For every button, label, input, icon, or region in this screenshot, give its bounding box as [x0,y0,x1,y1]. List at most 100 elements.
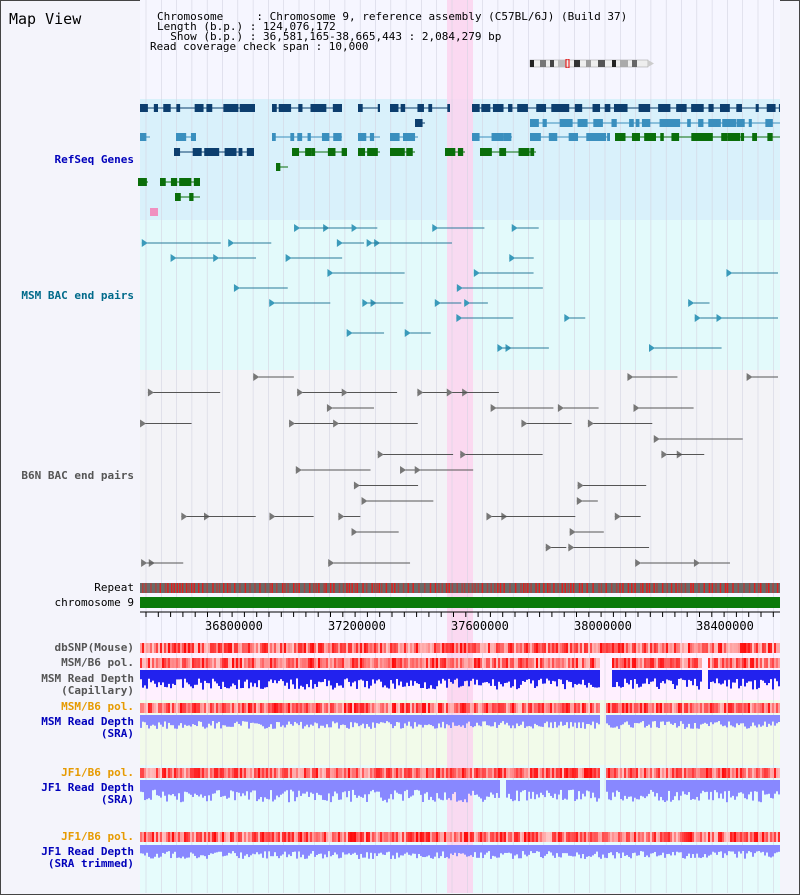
read-depth-bar [224,780,226,796]
read-depth-bar [260,715,262,725]
b6n-bac-end-pairs-label[interactable]: B6N BAC end pairs [21,469,134,482]
jf1-b6-pol-label-1[interactable]: JF1/B6 pol. [61,766,134,779]
gene-exon [615,133,626,141]
polymorphism-cell [756,658,758,668]
polymorphism-cell [552,658,554,668]
read-depth-bar [350,715,352,723]
repeat-element [726,583,729,593]
polymorphism-cell [438,703,440,713]
polymorphism-cell [142,658,144,668]
msm-b6-pol-label-2[interactable]: MSM/B6 pol. [61,700,134,713]
polymorphism-cell [244,768,246,778]
jf1-read-depth-sra-label[interactable]: JF1 Read Depth (SRA) [41,781,134,806]
chromosome-ideogram[interactable] [528,53,655,69]
polymorphism-cell [692,703,694,713]
read-depth-bar [596,780,598,802]
read-depth-bar [768,670,770,684]
refseq-genes-label[interactable]: RefSeq Genes [54,153,134,166]
b6n-bac-end [661,450,668,459]
read-depth-bar [360,715,362,726]
polymorphism-cell [154,643,156,653]
dbsnp-label[interactable]: dbSNP(Mouse) [54,641,134,654]
read-depth-bar [414,715,416,723]
polymorphism-cell [318,832,320,842]
polymorphism-cell [420,768,422,778]
read-depth-bar [468,715,470,722]
read-depth-bar [374,670,376,684]
polymorphism-cell [574,768,576,778]
msm-read-depth-capillary-label[interactable]: MSM Read Depth (Capillary) [41,672,134,697]
polymorphism-cell [586,703,588,713]
polymorphism-cell [394,643,396,653]
polymorphism-cell [620,832,622,842]
read-depth-bar [668,845,670,854]
read-depth-bar [666,670,668,680]
polymorphism-cell [162,658,164,668]
read-depth-bar [538,670,540,681]
polymorphism-cell [310,768,312,778]
read-depth-bar [364,670,366,688]
polymorphism-cell [638,658,640,668]
polymorphism-cell [498,832,500,842]
polymorphism-cell [688,703,690,713]
polymorphism-cell [540,832,542,842]
jf1-read-depth-trimmed-label[interactable]: JF1 Read Depth (SRA trimmed) [41,845,134,870]
read-depth-bar [582,780,584,794]
polymorphism-cell [768,768,770,778]
polymorphism-cell [172,643,174,653]
repeat-element [490,583,492,593]
polymorphism-cell [582,658,584,668]
msm-b6-pol-label-1[interactable]: MSM/B6 pol. [61,656,134,669]
polymorphism-cell [728,643,730,653]
polymorphism-cell [670,643,672,653]
read-depth-bar [462,715,464,726]
polymorphism-cell [486,768,488,778]
repeat-element [631,583,633,593]
read-depth-bar [226,780,228,799]
read-depth-bar [334,670,336,688]
polymorphism-cell [226,832,228,842]
read-depth-bar [186,845,188,858]
polymorphism-cell [198,658,200,668]
polymorphism-cell [456,703,458,713]
polymorphism-cell [426,768,428,778]
read-depth-bar [660,845,662,856]
repeat-element [680,583,683,593]
polymorphism-cell [506,832,508,842]
read-depth-bar [568,715,570,729]
polymorphism-cell [482,768,484,778]
polymorphism-cell [638,703,640,713]
read-depth-bar [660,715,662,722]
read-depth-bar [580,845,582,859]
read-depth-bar [188,845,190,858]
read-depth-bar [442,780,444,801]
read-depth-bar [264,780,266,798]
read-depth-bar [596,670,598,688]
polymorphism-cell [640,768,642,778]
jf1-b6-pol-label-2[interactable]: JF1/B6 pol. [61,830,134,843]
read-depth-bar [770,780,772,798]
read-depth-bar [170,715,172,726]
read-depth-bar [396,780,398,793]
polymorphism-cell [470,643,472,653]
polymorphism-cell [594,658,596,668]
polymorphism-cell [414,768,416,778]
read-depth-bar [458,845,460,854]
read-depth-bar [278,845,280,859]
msm-bac-end-pairs-label[interactable]: MSM BAC end pairs [21,289,134,302]
gene-exon [238,148,243,156]
polymorphism-cell [436,832,438,842]
polymorphism-cell [374,658,376,668]
polymorphism-cell [156,703,158,713]
read-depth-bar [740,670,742,686]
polymorphism-cell [170,643,172,653]
polymorphism-cell [196,768,198,778]
read-depth-bar [654,670,656,679]
read-depth-bar [240,780,242,797]
polymorphism-cell [754,703,756,713]
msm-read-depth-sra-label[interactable]: MSM Read Depth (SRA) [41,715,134,740]
b6n-bac-end [545,543,552,552]
polymorphism-cell [774,832,776,842]
polymorphism-cell [150,703,152,713]
b6n-bac-end [653,435,660,443]
